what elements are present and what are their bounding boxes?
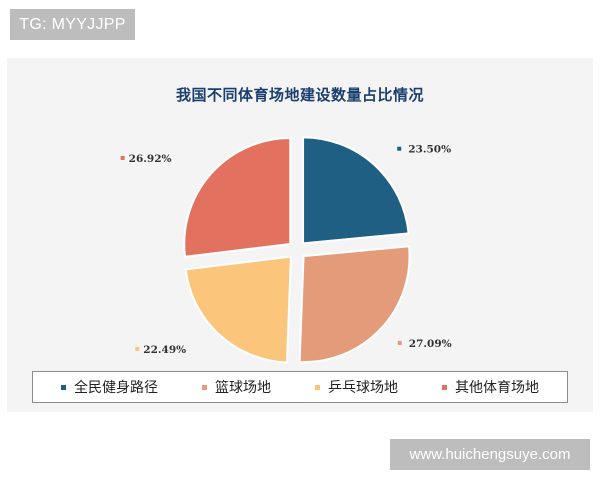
legend-swatch	[442, 384, 447, 390]
label-marker-4	[120, 155, 125, 160]
legend-item: 乒乓球场地	[315, 377, 398, 397]
slice-value-label-4: 26.92%	[129, 153, 172, 165]
watermark-url-badge: www.huichengsuye.com	[390, 439, 590, 470]
pie-slice-4	[183, 137, 292, 258]
legend-swatch	[315, 384, 320, 390]
label-marker-2	[397, 340, 402, 345]
watermark-top-badge: TG: MYYJJPP	[10, 9, 135, 40]
legend-label: 全民健身路径	[74, 380, 158, 396]
legend-item: 全民健身路径	[61, 377, 158, 397]
chart-legend: 全民健身路径 篮球场地 乒乓球场地 其他体育场地	[32, 371, 568, 403]
pie-slice-2	[298, 245, 411, 364]
slice-value-label-3: 22.49%	[143, 344, 186, 356]
legend-label: 篮球场地	[215, 380, 271, 396]
label-marker-1	[397, 146, 402, 151]
legend-item: 篮球场地	[202, 377, 271, 397]
slice-value-label-2: 27.09%	[409, 338, 452, 350]
pie-slice-3	[184, 255, 292, 364]
legend-swatch	[61, 384, 66, 390]
legend-label: 其他体育场地	[455, 380, 539, 396]
legend-item: 其他体育场地	[442, 377, 539, 397]
pie-slice-1	[302, 136, 410, 245]
legend-label: 乒乓球场地	[328, 380, 398, 396]
label-marker-3	[135, 346, 140, 351]
slice-value-label-1: 23.50%	[408, 144, 451, 156]
legend-swatch	[202, 384, 207, 390]
pie-labels: 23.50% 27.09% 22.49% 26.92%	[120, 144, 452, 356]
chart-title: 我国不同体育场地建设数量占比情况	[175, 86, 424, 104]
pie-slices	[183, 136, 411, 364]
